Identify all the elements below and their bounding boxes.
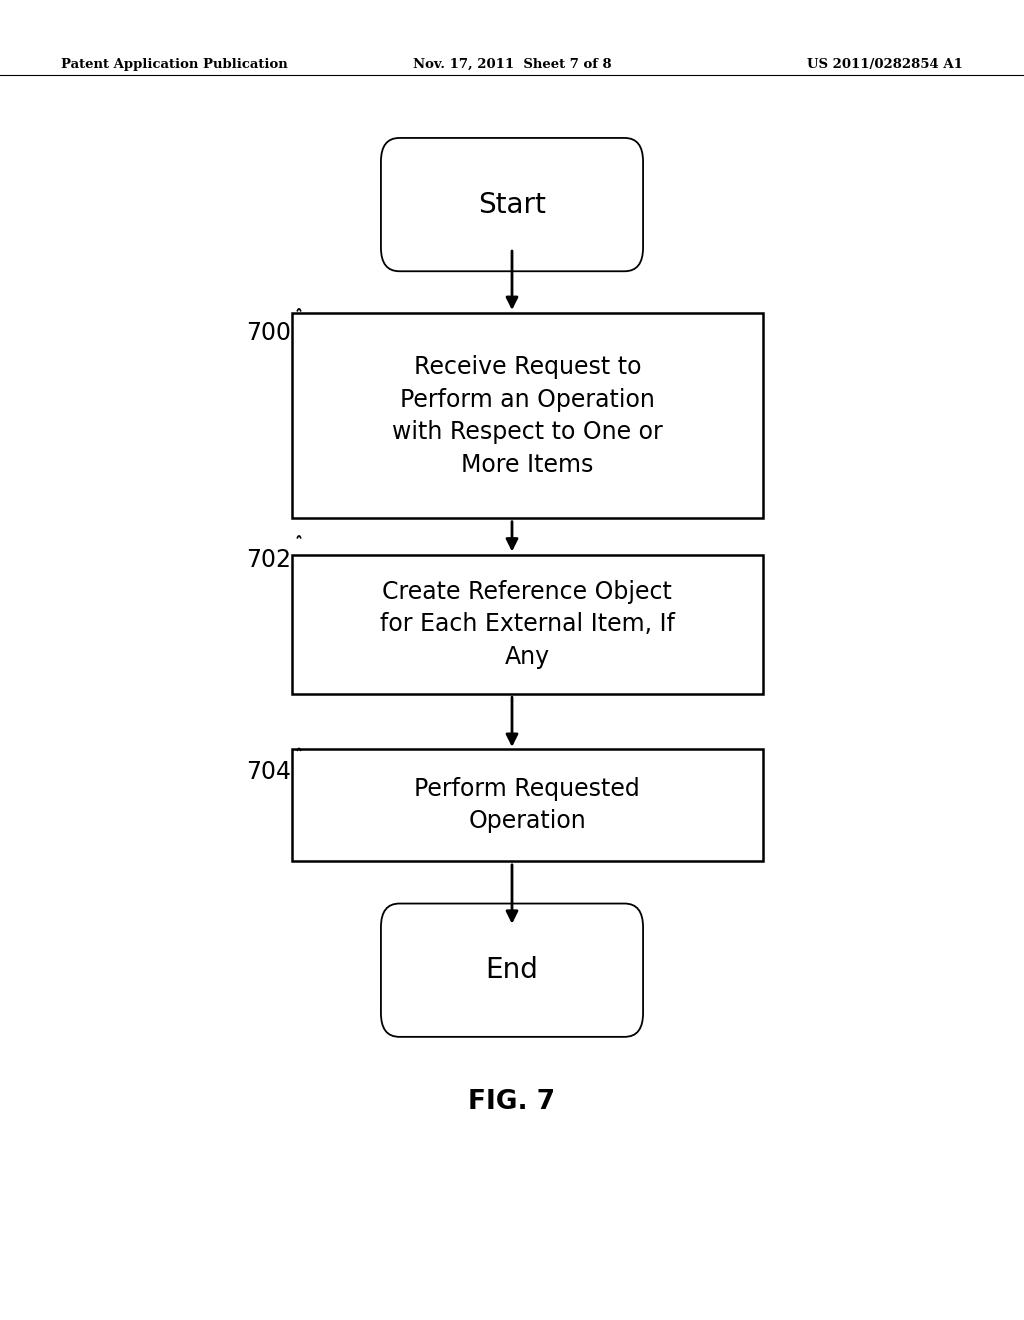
Text: 700: 700 — [246, 321, 291, 345]
Text: Patent Application Publication: Patent Application Publication — [61, 58, 288, 71]
Text: Start: Start — [478, 190, 546, 219]
Text: US 2011/0282854 A1: US 2011/0282854 A1 — [807, 58, 963, 71]
Text: FIG. 7: FIG. 7 — [468, 1089, 556, 1115]
FancyBboxPatch shape — [292, 313, 763, 517]
Text: 702: 702 — [246, 548, 291, 572]
Text: Perform Requested
Operation: Perform Requested Operation — [415, 777, 640, 833]
Text: Create Reference Object
for Each External Item, If
Any: Create Reference Object for Each Externa… — [380, 579, 675, 669]
FancyBboxPatch shape — [292, 554, 763, 694]
FancyBboxPatch shape — [381, 139, 643, 272]
Text: 704: 704 — [246, 760, 291, 784]
Text: Nov. 17, 2011  Sheet 7 of 8: Nov. 17, 2011 Sheet 7 of 8 — [413, 58, 611, 71]
FancyBboxPatch shape — [292, 748, 763, 861]
Text: End: End — [485, 956, 539, 985]
Text: Receive Request to
Perform an Operation
with Respect to One or
More Items: Receive Request to Perform an Operation … — [392, 355, 663, 477]
FancyBboxPatch shape — [381, 903, 643, 1038]
